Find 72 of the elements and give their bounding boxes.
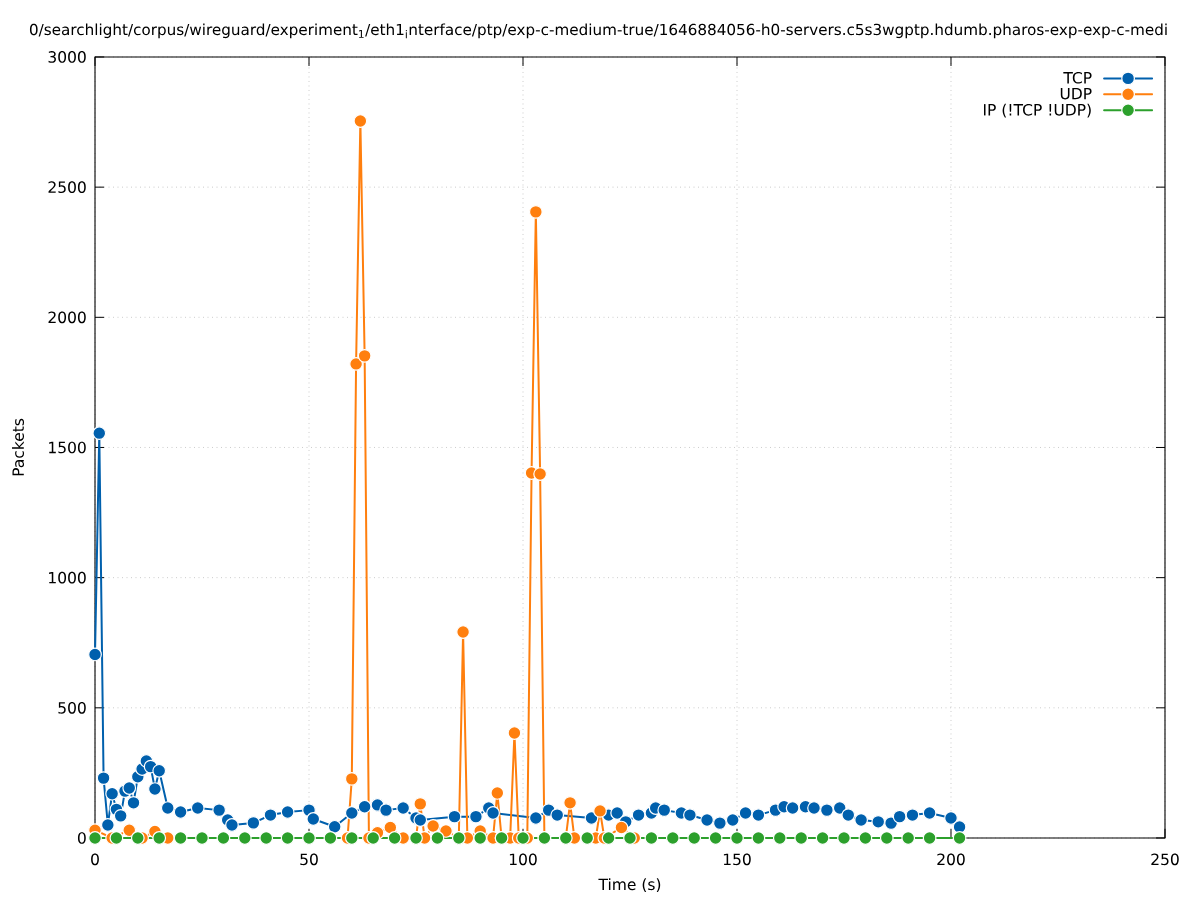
point (922, 831, 937, 845)
point (473, 831, 488, 845)
point (383, 820, 398, 835)
y-tick-label: 2000 (48, 311, 86, 324)
point (879, 831, 894, 845)
point (323, 831, 338, 845)
point (349, 357, 363, 371)
point (665, 831, 680, 845)
point (344, 771, 359, 786)
point (580, 831, 595, 845)
x-tick-label: 150 (723, 853, 751, 866)
x-axis-title: Time (s) (598, 878, 661, 893)
point (237, 831, 252, 845)
point (507, 726, 522, 740)
legend-label: IP (!TCP !UDP) (983, 103, 1091, 118)
point (426, 819, 441, 833)
point (152, 831, 167, 845)
legend-label: UDP (1060, 87, 1092, 100)
point (109, 831, 124, 845)
point (122, 823, 137, 838)
point (730, 831, 744, 845)
chart-title: 0/searchlight/corpus/wireguard/experiment$_{1}$/eth1$_{i}$nterface/ptp/exp-c-medium-true/1646884056-h0-servers.c5s3wgptp.hdumb.pharos-exp-exp-c-medi (29, 23, 1167, 39)
point (439, 824, 453, 838)
point (387, 831, 402, 845)
y-tick-label: 1500 (49, 441, 86, 454)
point (601, 831, 616, 845)
point (357, 348, 372, 363)
point (353, 114, 368, 128)
point (528, 204, 543, 219)
point (751, 831, 766, 845)
point (88, 831, 102, 845)
legend-label: TCP (1063, 71, 1092, 84)
point (344, 831, 359, 845)
y-tick-label: 500 (58, 701, 86, 714)
y-tick-label: 2500 (48, 181, 86, 194)
point (858, 831, 873, 845)
point (614, 820, 629, 835)
point (130, 831, 145, 845)
point (413, 796, 428, 811)
point (195, 831, 209, 845)
x-tick-label: 0 (91, 853, 99, 866)
point (366, 831, 381, 845)
x-tick-label: 50 (300, 853, 318, 866)
point (623, 831, 637, 845)
point (708, 831, 723, 845)
point (259, 831, 274, 845)
x-tick-label: 250 (1151, 853, 1179, 866)
point (901, 831, 916, 845)
point (837, 831, 851, 845)
point (563, 795, 577, 810)
point (456, 625, 470, 639)
point (173, 831, 188, 845)
point (490, 786, 505, 800)
point (593, 804, 607, 818)
point (516, 831, 530, 845)
point (952, 831, 967, 845)
point (772, 831, 787, 845)
x-tick-label: 100 (509, 853, 537, 866)
point (794, 831, 809, 845)
y-tick-label: 1000 (49, 571, 86, 584)
point (815, 831, 830, 845)
y-axis-title: Packets (12, 418, 25, 476)
point (687, 831, 702, 845)
point (644, 831, 659, 845)
y-tick-label: 0 (77, 832, 86, 844)
point (430, 831, 445, 845)
point (280, 831, 295, 845)
point (216, 831, 231, 845)
point (533, 467, 548, 481)
x-tick-label: 200 (937, 853, 965, 866)
y-tick-label: 3000 (48, 51, 86, 63)
point (302, 831, 316, 845)
